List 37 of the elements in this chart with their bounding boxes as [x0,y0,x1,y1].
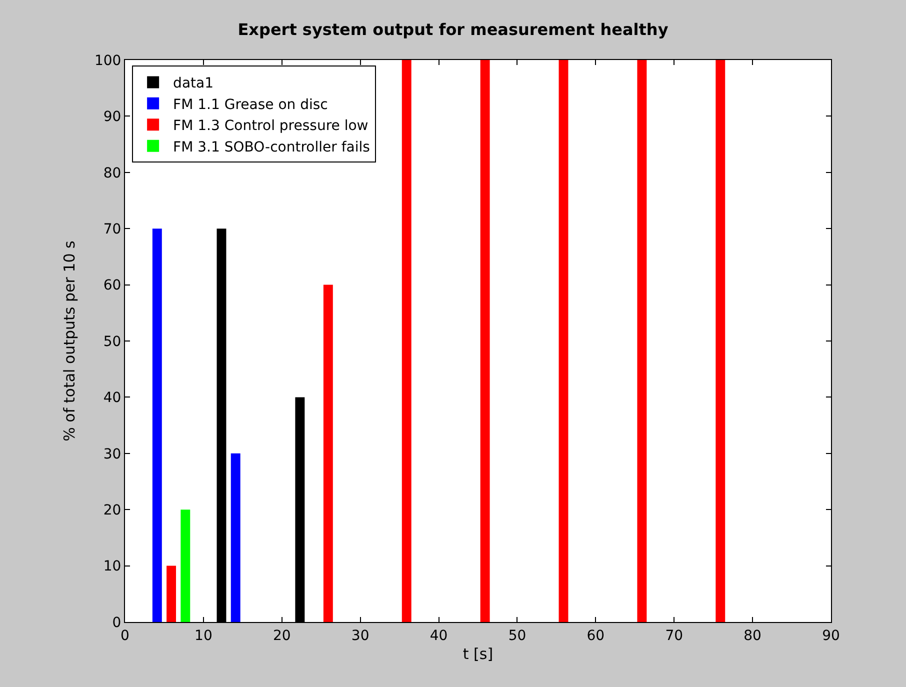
x-tick-label: 50 [508,628,526,644]
y-tick-label: 0 [112,614,122,631]
bar [402,60,412,622]
y-tick-label: 70 [103,222,122,238]
legend-label: FM 1.3 Control pressure low [173,118,368,134]
x-tick-label: 80 [744,628,762,644]
y-tick-label: 40 [103,390,122,406]
y-tick-label: 60 [103,278,122,294]
y-tick-label: 90 [103,109,122,126]
y-tick-label: 20 [103,502,122,518]
x-tick-label: 20 [272,628,291,644]
legend-label: FM 3.1 SOBO-controller fails [173,139,370,156]
y-tick-label: 100 [94,52,122,69]
x-tick-label: 40 [430,628,448,644]
bar [166,566,176,622]
legend-label: data1 [173,76,214,92]
bar [480,60,490,622]
bar [323,284,333,622]
bar [230,453,240,622]
bar [637,60,647,622]
y-tick-label: 80 [103,165,122,182]
x-axis-title: t [s] [462,644,494,663]
legend-label: FM 1.1 Grease on disc [173,96,328,113]
bar [180,510,190,622]
y-tick-label: 50 [103,334,122,350]
y-axis-title: % of total outputs per 10 s [60,240,79,442]
y-tick-label: 30 [103,446,122,462]
x-tick-label: 90 [822,628,840,644]
x-tick-label: 10 [194,628,212,644]
y-tick-label: 10 [103,558,122,575]
chart-title: Expert system output for measurement healthy [238,20,669,40]
x-tick-label: 30 [351,628,370,644]
x-tick-label: 60 [586,628,605,644]
bar [558,60,568,622]
x-tick-label: 70 [665,628,684,644]
bar [152,228,162,622]
bar [716,60,726,622]
